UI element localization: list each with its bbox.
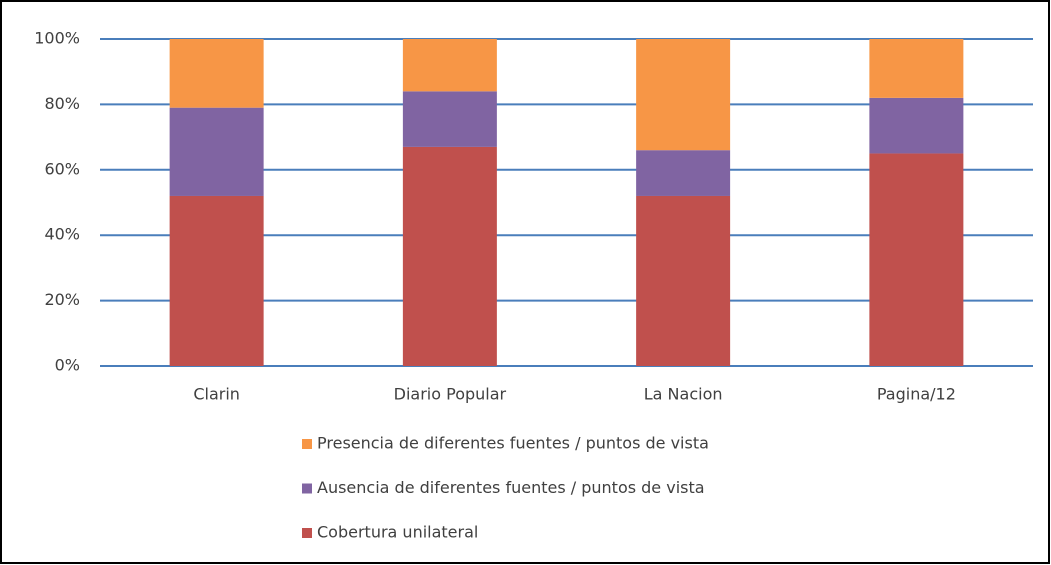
bar-segment [869, 39, 964, 98]
bar-segment [869, 153, 964, 366]
bar-segment [169, 39, 264, 108]
legend-label: Cobertura unilateral [317, 523, 478, 542]
y-tick-label: 60% [44, 159, 80, 178]
x-tick-label: Clarin [193, 385, 240, 404]
bar-segment [169, 107, 264, 196]
bar-segment [636, 150, 731, 196]
x-tick-label: Diario Popular [394, 385, 507, 404]
bar-segment [869, 97, 964, 154]
bar-segment [636, 39, 731, 151]
x-tick-label: La Nacion [644, 385, 723, 404]
bar-segment [402, 91, 497, 147]
bar-segment [169, 195, 264, 366]
bar-segment [402, 39, 497, 92]
x-tick-label: Pagina/12 [877, 385, 956, 404]
y-tick-label: 100% [34, 29, 80, 48]
legend-swatch [302, 439, 312, 449]
y-tick-label: 0% [55, 356, 80, 375]
y-tick-label: 40% [44, 225, 80, 244]
y-tick-label: 80% [44, 94, 80, 113]
legend-swatch [302, 528, 312, 538]
y-tick-label: 20% [44, 290, 80, 309]
bar-segment [636, 195, 731, 366]
legend-swatch [302, 483, 312, 494]
bar-segment [402, 146, 497, 366]
legend-label: Ausencia de diferentes fuentes / puntos … [317, 478, 705, 497]
legend-label: Presencia de diferentes fuentes / puntos… [317, 434, 709, 453]
